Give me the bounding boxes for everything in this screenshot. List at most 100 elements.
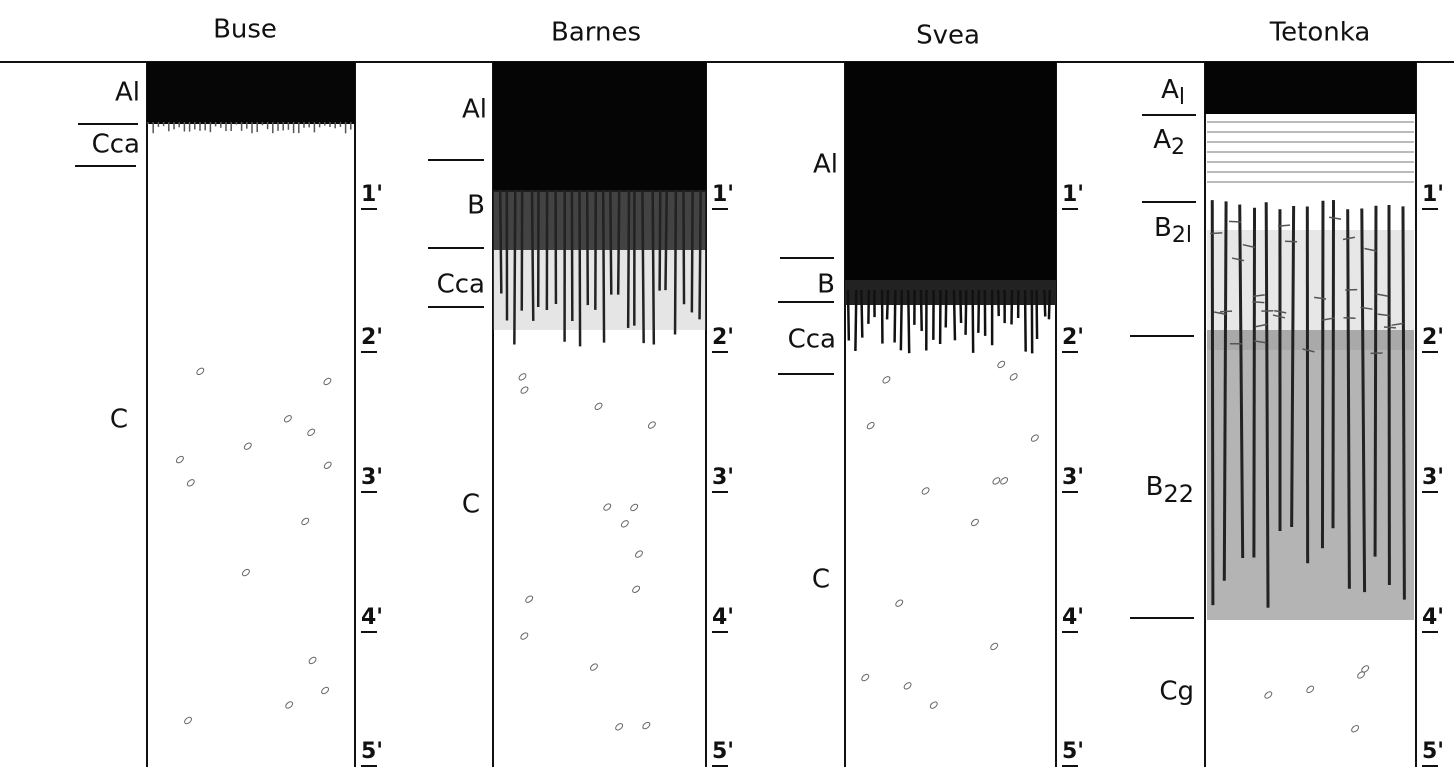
depth-label: 1': [712, 182, 734, 207]
pebble: [1351, 725, 1360, 733]
profile-title: Svea: [916, 21, 980, 51]
pebble: [1000, 477, 1009, 485]
depth-label: 2': [712, 325, 734, 350]
root-streak: [885, 289, 890, 320]
prism-crack: [1320, 200, 1325, 549]
dark-horizon: [1205, 62, 1416, 114]
prism-crack: [1222, 201, 1228, 581]
depth-label: 5': [361, 739, 383, 764]
depth-label: 2': [1062, 325, 1084, 350]
root-streak: [958, 289, 963, 324]
prism-cross: [1377, 313, 1390, 317]
prism-crack: [1210, 200, 1215, 606]
pebble: [635, 550, 643, 558]
root-streak: [964, 289, 968, 335]
dark-horizon: [493, 62, 706, 192]
prism-cross: [1302, 348, 1315, 353]
depth-label: 2': [361, 325, 383, 350]
root-streak: [651, 189, 656, 345]
horizon-main: A: [1161, 75, 1179, 105]
pebble: [518, 373, 527, 381]
prism-crack: [1373, 205, 1378, 557]
root-streak: [854, 289, 858, 352]
root-streak: [658, 189, 662, 291]
depth-label: 4': [712, 605, 734, 630]
horizon-label: Cca: [92, 130, 140, 160]
prism-crack: [1346, 209, 1351, 589]
transition: [493, 190, 706, 250]
prism-crack: [1331, 200, 1336, 529]
root-streak: [578, 189, 582, 347]
depth-label: 5': [1062, 739, 1084, 764]
pebble: [903, 682, 912, 690]
horizon-label: Cca: [437, 270, 485, 300]
pebble: [929, 701, 938, 709]
depth-label: 5': [1422, 739, 1444, 764]
pebble: [1264, 691, 1273, 699]
horizon-subscript: 22: [1163, 480, 1194, 508]
pebble: [620, 520, 629, 528]
depth-label: 2': [1422, 325, 1444, 350]
pebble: [321, 686, 330, 695]
pebble: [307, 428, 316, 437]
transition: [493, 250, 706, 330]
prism-cross: [1375, 293, 1388, 297]
profile-title: Buse: [213, 15, 277, 45]
pebble: [630, 503, 639, 512]
root-streak: [971, 289, 975, 353]
pebble: [866, 421, 875, 430]
pebble: [285, 701, 294, 709]
root-streak: [977, 289, 981, 333]
root-streak: [906, 289, 911, 354]
root-streak: [664, 189, 668, 291]
root-streak: [919, 289, 923, 331]
root-streak: [952, 289, 957, 341]
pebble: [323, 461, 332, 469]
root-streak: [690, 189, 694, 313]
prism-cross: [1210, 232, 1223, 235]
prism-cross: [1252, 301, 1265, 304]
root-streak: [899, 289, 904, 351]
root-streak: [846, 289, 851, 341]
pebble: [175, 455, 184, 464]
depth-label: 5': [712, 739, 734, 764]
pebble: [283, 415, 292, 423]
root-streak: [944, 289, 948, 328]
horizon-label: Al: [115, 78, 140, 108]
pebble: [647, 421, 656, 429]
prism-cross: [1274, 309, 1287, 314]
prism-cross: [1360, 306, 1373, 310]
profile-graphics: [146, 62, 1417, 767]
pebble: [241, 568, 250, 577]
horizon-subscript: 2: [1171, 135, 1185, 160]
horizon-label: Al: [813, 150, 838, 180]
prism-cross: [1253, 340, 1267, 344]
root-streak: [616, 189, 621, 295]
horizon-label: A2: [1153, 125, 1185, 161]
prism-crack: [1360, 208, 1367, 593]
pebble: [992, 477, 1001, 485]
depth-label: 3': [1062, 465, 1084, 490]
horizon-subscript: 2l: [1172, 223, 1192, 248]
root-streak: [673, 189, 678, 335]
root-streak: [1047, 289, 1052, 320]
pebble: [1030, 434, 1039, 442]
profile-title: Barnes: [551, 18, 641, 48]
root-streak: [1023, 289, 1027, 352]
depth-label: 3': [712, 465, 734, 490]
dark-horizon: [845, 62, 1056, 282]
pebble: [186, 479, 195, 487]
prism-cross: [1219, 310, 1233, 313]
pebble: [997, 360, 1006, 369]
pebble: [520, 386, 529, 394]
pebble: [301, 517, 310, 526]
prism-cross: [1313, 296, 1327, 300]
pebble: [243, 442, 252, 450]
horizon-main: B: [1146, 472, 1164, 502]
pebble: [589, 663, 598, 671]
horizon-label: B2l: [1154, 213, 1192, 249]
prism-cross: [1213, 311, 1227, 316]
pebble: [1357, 671, 1366, 679]
pebble: [184, 716, 193, 725]
